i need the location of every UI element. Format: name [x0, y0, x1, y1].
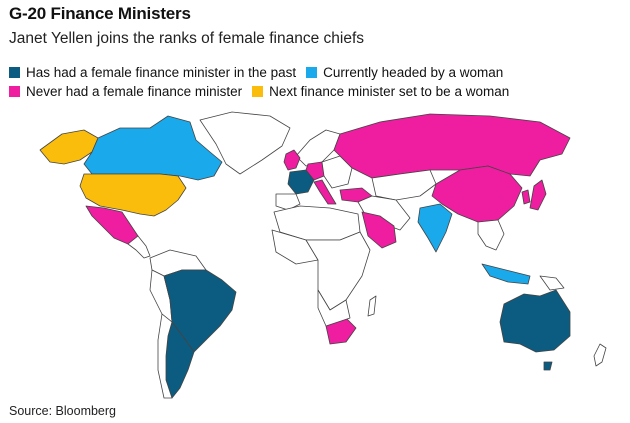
- country-japan: [529, 179, 547, 211]
- country-russia: [333, 113, 571, 179]
- legend-label-current: Currently headed by a woman: [323, 65, 504, 80]
- world-map: [39, 111, 607, 399]
- legend-swatch-current: [306, 67, 318, 78]
- country-southern-africa: [317, 289, 351, 327]
- legend: Has had a female finance minister in the…: [9, 63, 609, 101]
- country-saudi-arabia: [361, 211, 397, 249]
- legend-item-next: Next finance minister set to be a woman: [252, 84, 509, 99]
- country-papua-new-guinea: [539, 275, 565, 291]
- country-new-zealand: [593, 343, 607, 367]
- country-indonesia: [481, 263, 531, 285]
- country-canada: [83, 115, 223, 181]
- country-india: [417, 203, 453, 253]
- country-central-asia: [371, 169, 437, 201]
- country-usa: [79, 173, 187, 217]
- country-madagascar: [367, 295, 377, 317]
- country-australia-tasmania: [543, 361, 553, 371]
- country-australia: [499, 289, 571, 353]
- legend-item-past: Has had a female finance minister in the…: [9, 65, 296, 80]
- legend-swatch-past: [9, 67, 20, 78]
- country-west-africa: [271, 229, 319, 265]
- legend-row-1: Has had a female finance minister in the…: [9, 63, 609, 82]
- legend-item-current: Currently headed by a woman: [306, 65, 503, 80]
- chart-title: G-20 Finance Ministers: [9, 4, 191, 23]
- legend-label-next: Next finance minister set to be a woman: [269, 84, 510, 99]
- legend-label-never: Never had a female finance minister: [26, 84, 243, 99]
- source-note: Source: Bloomberg: [9, 404, 117, 418]
- legend-swatch-next: [252, 86, 264, 97]
- legend-swatch-never: [9, 86, 20, 97]
- country-central-africa: [305, 231, 371, 311]
- chart-subtitle: Janet Yellen joins the ranks of female f…: [9, 30, 365, 47]
- country-germany: [305, 161, 325, 181]
- country-southeast-asia: [477, 219, 505, 251]
- country-china: [431, 165, 523, 223]
- country-greenland: [199, 111, 291, 175]
- country-central-america: [127, 235, 151, 259]
- legend-item-never: Never had a female finance minister: [9, 84, 242, 99]
- country-south-korea: [521, 189, 531, 205]
- country-chile: [157, 313, 173, 399]
- legend-row-2: Never had a female finance minister Next…: [9, 82, 609, 101]
- country-italy: [313, 179, 337, 205]
- legend-label-past: Has had a female finance minister in the…: [26, 65, 297, 80]
- country-uk: [283, 149, 301, 171]
